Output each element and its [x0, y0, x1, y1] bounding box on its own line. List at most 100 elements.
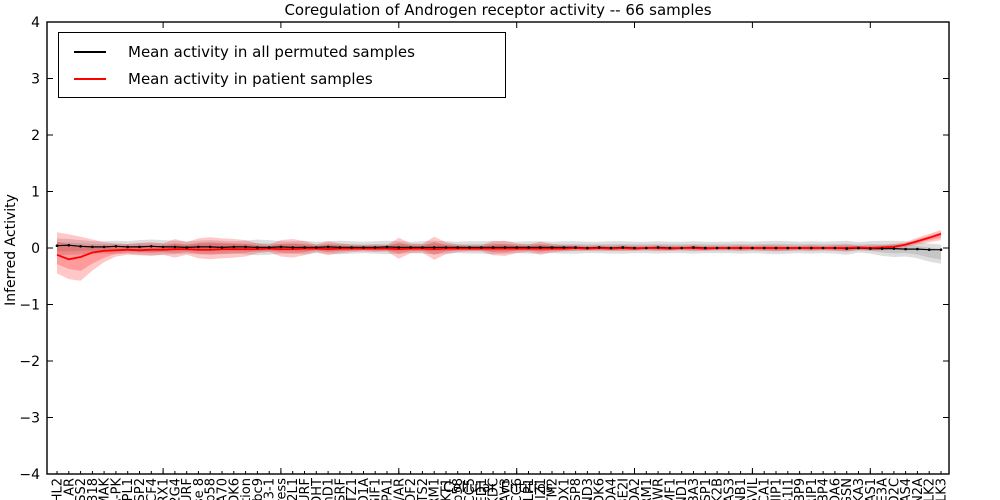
- x-tick-label: SRF: [333, 478, 348, 500]
- x-tick-label: CASP8: [569, 478, 584, 500]
- x-tick-label: TCF4: [145, 478, 160, 500]
- patient-line-swatch: [74, 77, 106, 80]
- x-tick-label: T-DHT/AR/Ubc9: [251, 478, 266, 500]
- x-tick-label: cell proliferation: [239, 478, 254, 500]
- x-tick-label: CTDSP2: [133, 478, 148, 500]
- x-tick-label: LATS2: [416, 478, 431, 500]
- svg-text:2: 2: [31, 128, 40, 144]
- x-tick-label: ZNF318: [86, 478, 101, 500]
- x-tick-label: AOF2: [404, 478, 419, 500]
- permuted-series-markers: [55, 243, 943, 251]
- x-tick-labels: FHL2ARTMPRSS2ZNF318MAKDNA-PKAPPL1CTDSP2T…: [51, 477, 950, 500]
- svg-text:−2: −2: [19, 354, 40, 370]
- x-tick-label: APPL1: [121, 478, 136, 500]
- x-tick-label: T-DHT/AR/SNURF: [180, 478, 195, 500]
- x-tick-label: TMPRSS2: [74, 478, 89, 500]
- x-tick-label: T-DHT/AR/PRX1: [157, 478, 172, 500]
- x-tick-label: T-DHT/AR/Caspase 8: [192, 478, 207, 500]
- svg-text:0: 0: [31, 241, 40, 257]
- patient-sample-range-band: [57, 229, 941, 281]
- x-tick-label: T-DHT/AR/CDK6: [227, 478, 242, 500]
- x-tick-label: PIAS4: [899, 478, 914, 500]
- x-tick-label: MED1: [475, 478, 490, 500]
- x-tick-label: UBA3: [687, 478, 702, 500]
- chart-title: Coregulation of Androgen receptor activi…: [284, 1, 712, 19]
- permuted-line-swatch: [74, 50, 106, 53]
- x-tick-label: CDKN2A: [911, 478, 926, 500]
- x-tick-label: NRIP1: [805, 478, 820, 500]
- x-tick-label: mol:T-DHT: [310, 478, 325, 500]
- x-tick-label: GSN: [840, 478, 855, 500]
- legend-label-patient: Mean activity in patient samples: [128, 69, 373, 88]
- x-axis-title: Cellular Entities: [442, 480, 554, 496]
- series-line-patient: [56, 233, 942, 261]
- x-tick-label: NCOA4: [605, 478, 620, 500]
- x-tick-label: T-DHT/AR/Cyclin D3/CDK11 p58: [204, 478, 219, 500]
- x-tick-label: PIAS1: [864, 478, 879, 500]
- y-tick-labels: 4 3 2 1 0 −1 −2 −3 −4: [19, 15, 40, 483]
- x-tick-label: MAK: [98, 478, 113, 500]
- x-tick-label: PIAS3: [722, 478, 737, 500]
- x-tick-label: PAWR: [652, 478, 667, 500]
- x-tick-label: SVIL: [746, 477, 761, 500]
- x-tick-label: SNURF: [298, 478, 313, 500]
- x-tick-label: XRCC6: [510, 478, 525, 500]
- x-tick-label: response to oxidative stress: [274, 478, 289, 500]
- permuted-sample-range-band: [57, 238, 941, 264]
- x-tick-label: PATZ1: [345, 478, 360, 500]
- x-tick-label: DNA-PK: [109, 478, 124, 500]
- x-tick-label: HIP1: [770, 478, 785, 500]
- x-tick-label: CARM1: [640, 478, 655, 500]
- x-tick-label: KLK3: [935, 478, 950, 500]
- x-tick-label: NKX3-1: [263, 478, 278, 500]
- svg-text:−1: −1: [19, 298, 40, 314]
- x-tick-label: VAV3: [498, 478, 513, 500]
- x-tick-label: FKBP4: [817, 478, 832, 500]
- legend: Mean activity in all permuted samples Me…: [58, 32, 506, 98]
- x-tick-label: Cyclin D3/CDK11 p58: [451, 478, 466, 500]
- patient-sample-range-band: [57, 232, 941, 271]
- axis-ticks: [47, 21, 949, 475]
- y-axis-title: Inferred Activity: [3, 194, 19, 306]
- x-tick-label: TGIF1: [369, 478, 384, 500]
- x-tick-label: ZMIZ1: [534, 478, 549, 500]
- legend-label-permuted: Mean activity in all permuted samples: [128, 42, 415, 61]
- x-tick-label: CCND1: [675, 478, 690, 500]
- x-tick-label: PRDX1: [557, 478, 572, 500]
- x-tick-label: CDK6: [593, 478, 608, 500]
- x-tick-label: CTDSP1: [699, 478, 714, 500]
- svg-text:3: 3: [31, 72, 40, 88]
- svg-text:1: 1: [31, 185, 40, 201]
- x-tick-label: PELP1: [522, 478, 537, 500]
- x-tick-label: CMTM2: [546, 478, 561, 500]
- x-tick-label: JMJD1A: [357, 478, 372, 500]
- x-tick-label: UBE2I: [616, 478, 631, 500]
- x-tick-label: PTK2B: [711, 478, 726, 500]
- x-tick-label: XRCC5: [463, 478, 478, 500]
- x-tick-label: TMF1: [663, 478, 678, 500]
- x-tick-label: CTNNB1: [734, 478, 749, 500]
- x-tick-label: NCOA2: [628, 478, 643, 500]
- x-tick-label: T-DHT/AR/CyclinD1: [322, 478, 337, 500]
- x-tick-label: T-DHT/AR/TIF2/CARM1: [428, 478, 443, 500]
- x-tick-label: T-DHT/AR: [392, 478, 407, 500]
- x-tick-label: RPS6KA3: [852, 478, 867, 500]
- x-tick-label: HNRNPA1: [381, 478, 396, 500]
- x-tick-label: AR: [62, 478, 77, 496]
- legend-item-patient: Mean activity in patient samples: [59, 65, 505, 92]
- x-tick-label: BRCA1: [758, 478, 773, 500]
- x-tick-label: T-DHT/AR/ARA70: [216, 478, 231, 500]
- x-tick-label: RANBP9: [793, 478, 808, 500]
- svg-text:−3: −3: [19, 411, 40, 427]
- x-tick-label: TGFB1I1: [781, 478, 796, 500]
- svg-text:4: 4: [31, 15, 40, 31]
- x-tick-label: PRKDC: [487, 478, 502, 500]
- svg-text:−4: −4: [19, 467, 40, 483]
- x-tick-label: NCOA6: [828, 478, 843, 500]
- x-tick-label: KLK2: [923, 478, 938, 500]
- x-tick-label: UBE3A: [876, 478, 891, 500]
- x-tick-label: AKT1: [440, 478, 455, 500]
- x-tick-label: JMJD2C: [887, 478, 902, 500]
